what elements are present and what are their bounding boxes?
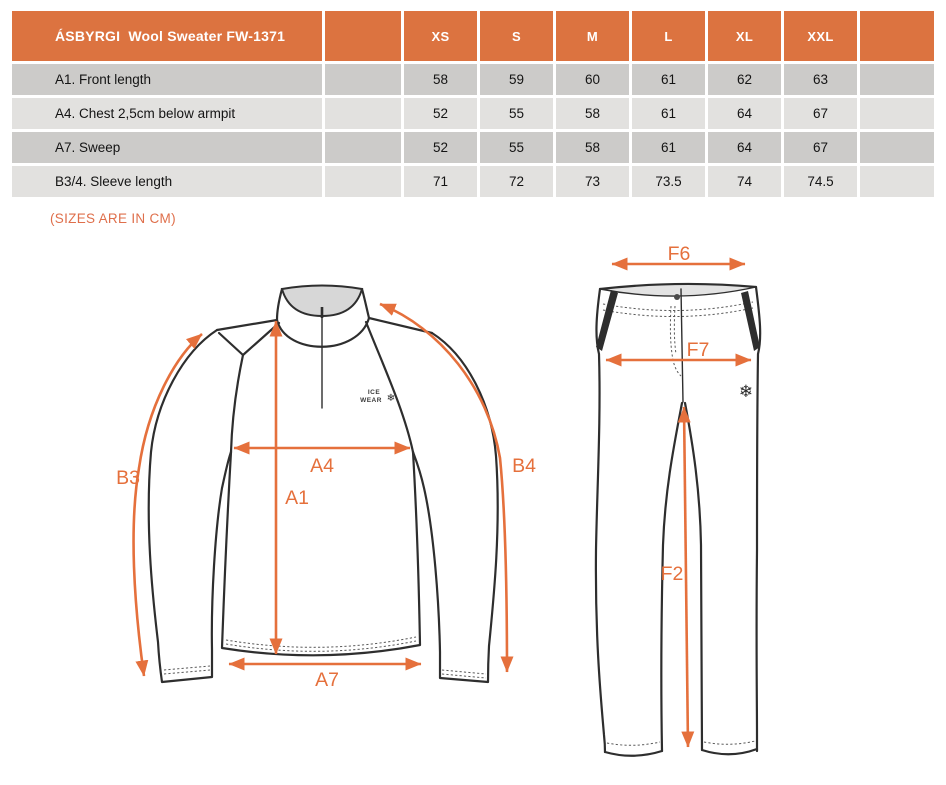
value-cell: 64 [708, 132, 781, 163]
value-cell: 64 [708, 98, 781, 129]
value-cell: 59 [480, 64, 553, 95]
value-cell: 58 [556, 132, 629, 163]
center-front-seam [680, 288, 684, 403]
waist-button [674, 294, 680, 300]
measurement-diagram: ICE WEAR ❄ B3 A4 A1 B4 A7 [116, 243, 762, 757]
sweater-body [220, 450, 422, 657]
pants-silhouette [594, 287, 607, 754]
sweater-drawing: ICE WEAR ❄ B3 A4 A1 B4 A7 [116, 284, 536, 691]
value-cell: 58 [404, 64, 477, 95]
value-cell: 55 [480, 98, 553, 129]
value-cell: 60 [556, 64, 629, 95]
value-cell: 58 [556, 98, 629, 129]
row-label-front-length: A1. Front length [12, 64, 322, 95]
b4-sleeve-arrow [379, 302, 514, 673]
col-header-xxl: XXL [784, 11, 857, 61]
b4-label: B4 [512, 455, 536, 477]
size-table: ÁSBYRGI Wool Sweater FW-1371 XS S M L XL… [12, 11, 934, 197]
col-header-s: S [480, 11, 553, 61]
blank-cell [860, 132, 934, 163]
sizes-unit-note: (SIZES ARE IN CM) [50, 211, 176, 226]
col-header-m: M [556, 11, 629, 61]
snowflake-icon: ❄ [739, 382, 753, 402]
value-cell: 52 [404, 132, 477, 163]
blank-cell [325, 132, 401, 163]
right-pocket [741, 291, 760, 351]
f7-label: F7 [687, 339, 710, 361]
f2-label: F2 [661, 563, 684, 585]
blank-cell [325, 98, 401, 129]
col-header-l: L [632, 11, 705, 61]
value-cell: 67 [784, 132, 857, 163]
b3-sleeve-arrow [132, 333, 203, 677]
blank-cell [325, 166, 401, 197]
header-blank-end-cell [860, 11, 934, 61]
value-cell: 61 [632, 132, 705, 163]
value-cell: 62 [708, 64, 781, 95]
value-cell: 71 [404, 166, 477, 197]
value-cell: 67 [784, 98, 857, 129]
row-label-sleeve-length: B3/4. Sleeve length [12, 166, 322, 197]
blank-cell [860, 98, 934, 129]
value-cell: 52 [404, 98, 477, 129]
a7-label: A7 [315, 669, 339, 691]
logo-text-wear: WEAR [360, 397, 382, 404]
value-cell: 61 [632, 64, 705, 95]
value-cell: 63 [784, 64, 857, 95]
left-pocket [596, 290, 618, 351]
a4-label: A4 [310, 455, 334, 477]
snowflake-icon: ❄ [387, 393, 395, 404]
row-label-sweep: A7. Sweep [12, 132, 322, 163]
blank-cell [325, 64, 401, 95]
pants-drawing: ❄ F6 F7 F2 [594, 243, 762, 757]
col-header-xs: XS [404, 11, 477, 61]
col-header-xl: XL [708, 11, 781, 61]
value-cell: 55 [480, 132, 553, 163]
f6-label: F6 [668, 243, 691, 265]
value-cell: 73.5 [632, 166, 705, 197]
value-cell: 74 [708, 166, 781, 197]
waist-opening [600, 283, 756, 296]
left-sleeve [147, 328, 233, 684]
b3-label: B3 [116, 467, 140, 489]
table-title: ÁSBYRGI Wool Sweater FW-1371 [12, 11, 322, 61]
blank-cell [860, 166, 934, 197]
value-cell: 72 [480, 166, 553, 197]
f2-inseam-arrow [677, 406, 695, 748]
value-cell: 73 [556, 166, 629, 197]
row-label-chest: A4. Chest 2,5cm below armpit [12, 98, 322, 129]
collar-opening [280, 284, 364, 318]
value-cell: 61 [632, 98, 705, 129]
blank-cell [860, 64, 934, 95]
logo-text-ice: ICE [368, 389, 381, 396]
right-sleeve [411, 331, 499, 684]
value-cell: 74.5 [784, 166, 857, 197]
header-blank-cell [325, 11, 401, 61]
icewear-logo: ICE WEAR ❄ [360, 389, 395, 404]
a1-label: A1 [285, 487, 309, 509]
